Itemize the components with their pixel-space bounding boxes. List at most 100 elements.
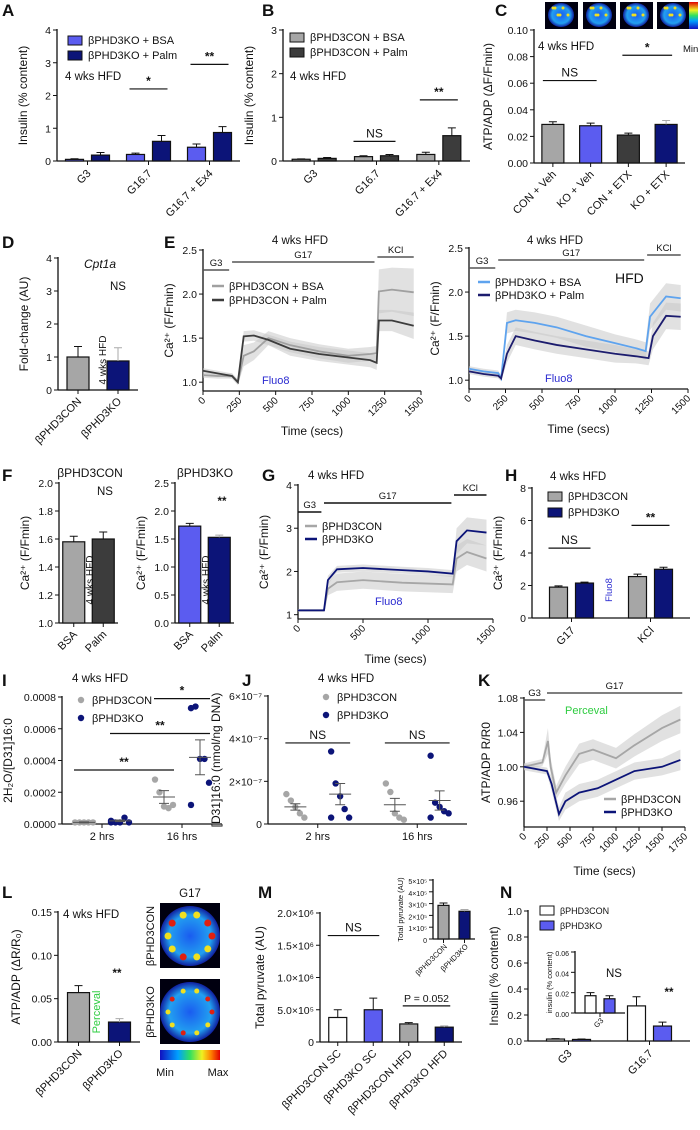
- y-tick-label: 1: [271, 112, 277, 124]
- heatmap-hotspot: [599, 6, 603, 10]
- x-tick-label: βPHD3KO: [79, 395, 124, 440]
- colorbar: [689, 2, 698, 29]
- error-bar: [157, 134, 166, 142]
- bar: [437, 904, 450, 940]
- legend-swatch: [322, 693, 330, 701]
- annotation-text: NS: [110, 281, 126, 293]
- y-tick-label: 5×10⁵: [408, 879, 427, 886]
- error-bar: [633, 573, 642, 577]
- panel-A: A 0 1 2 3 4 Insulin (% content) G3 G16.7 G16.7 + …: [2, 1, 240, 220]
- mean-sem-bar: [329, 782, 352, 806]
- x-tick-label: 1750: [667, 831, 691, 855]
- y-tick-label: 0: [308, 1037, 314, 1049]
- legend-label: βPHD3CON + BSA: [310, 32, 405, 44]
- heatmap-hotspot: [209, 1009, 215, 1015]
- significance-label: NS: [561, 66, 578, 80]
- mean-sem-bar: [109, 819, 131, 823]
- x-tick-label: 1250: [621, 831, 645, 855]
- y-axis-label: ATP/ADP (ΔR/R₀): [9, 929, 23, 1024]
- mean-sem-bar: [383, 797, 406, 812]
- error-bar: [99, 531, 108, 539]
- annotation-text: 4 wks HFD: [65, 71, 121, 83]
- y-axis-label: Total pyruvate (AU): [396, 877, 405, 942]
- colorbar-max-label: Max: [208, 1067, 229, 1079]
- y-tick-label: 0: [45, 156, 51, 168]
- legend-label: βPHD3CON: [322, 521, 382, 533]
- legend-label: βPHD3KO + Palm: [495, 290, 584, 302]
- bar: [379, 155, 400, 162]
- panel-letter: G: [262, 466, 275, 485]
- y-tick-label: 1.0: [154, 562, 169, 574]
- error-bar: [580, 581, 589, 584]
- stimulus-label: G3: [476, 256, 489, 267]
- y-tick-label: 2: [46, 319, 52, 331]
- y-tick-label: 1.5×10⁶: [277, 940, 314, 952]
- legend-swatch: [539, 905, 555, 916]
- y-axis-label: [D31]16:0 (nmol/ng DNA): [209, 693, 223, 828]
- x-tick-label: 1500: [475, 623, 499, 647]
- panel-L: L 0.00 0.05 0.10 0.15 ATP/ADP (ΔR/R₀) βPHD3CON…: [2, 883, 229, 1099]
- annotation-text: Fluo8: [604, 578, 615, 602]
- series-line: [468, 295, 681, 382]
- stimulus-label: KCl: [656, 243, 671, 254]
- panel-letter: L: [2, 883, 12, 902]
- y-tick-label: 0.4: [507, 984, 522, 996]
- x-tick-label: 750: [564, 393, 584, 413]
- x-tick-label: 500: [528, 393, 548, 413]
- panel-I: I 0.0000 0.0002 0.0004 0.0006 0.0008 2H₂O/[D31…: [1, 671, 222, 843]
- error-bar: [131, 152, 140, 155]
- y-axis-label: Insulin (% content): [242, 46, 256, 145]
- y-tick-label: 0.0008: [24, 692, 56, 704]
- data-point: [192, 703, 199, 710]
- x-tick-label: G16.7: [626, 1048, 656, 1078]
- y-tick-label: 1: [46, 352, 52, 364]
- y-tick-label: 0.06: [555, 951, 569, 958]
- y-tick-label: 0.00: [508, 158, 529, 170]
- sd-band: [203, 309, 414, 385]
- annotation-text: 4 wks HFD: [538, 41, 594, 53]
- heatmap-hotspot: [628, 6, 632, 10]
- y-tick-label: 0.96: [498, 796, 519, 808]
- y-tick-label: 1.0: [182, 377, 197, 389]
- y-tick-label: 1.00: [498, 762, 519, 774]
- y-tick-label: 1: [45, 123, 51, 135]
- y-axis-label: Ca²⁺ (F/Fmin): [18, 516, 32, 590]
- legend-swatch: [547, 507, 563, 518]
- heatmap-hotspot: [205, 1022, 211, 1028]
- y-tick-label: 0.08: [508, 52, 529, 64]
- legend-label: βPHD3CON + Palm: [310, 47, 408, 59]
- data-point: [427, 752, 434, 759]
- panel-letter: H: [505, 466, 517, 485]
- error-bar: [404, 1022, 413, 1024]
- bar: [571, 1038, 592, 1042]
- heatmap-hotspot: [180, 1030, 186, 1036]
- annotation-text: 4 wks HFD: [550, 471, 606, 483]
- y-tick-label: 0.0: [507, 1036, 522, 1048]
- error-bar: [385, 153, 394, 156]
- heatmap-hotspot: [204, 919, 212, 927]
- mean-sem-bar: [73, 821, 95, 824]
- colorbar: [160, 1050, 220, 1060]
- legend-swatch: [289, 32, 305, 43]
- data-point: [125, 819, 133, 826]
- bar: [353, 156, 374, 162]
- error-bar: [440, 1025, 449, 1028]
- legend-label: βPHD3KO: [322, 534, 374, 546]
- error-bar: [439, 902, 448, 906]
- heatmap-hotspot: [561, 6, 565, 10]
- y-tick-label: 4×10⁻⁷: [229, 734, 262, 746]
- bar: [178, 525, 202, 624]
- panel-letter: J: [242, 671, 251, 690]
- error-bar: [421, 151, 430, 155]
- y-tick-label: 4: [520, 548, 526, 560]
- panel-M: M 0 5.0×10⁵ 1.0×10⁶ 1.5×10⁶ 2.0×10⁶ Total pyru…: [253, 883, 462, 1117]
- heatmap-hotspot: [204, 945, 212, 953]
- error-bar: [658, 1021, 667, 1027]
- y-tick-label: 1.5: [448, 331, 463, 343]
- bar: [458, 910, 471, 940]
- x-tick-label: 0: [517, 831, 529, 843]
- chart-title: βPHD3KO: [177, 466, 233, 480]
- mean-sem-bar: [189, 739, 211, 776]
- x-tick-label: G3: [556, 1048, 575, 1067]
